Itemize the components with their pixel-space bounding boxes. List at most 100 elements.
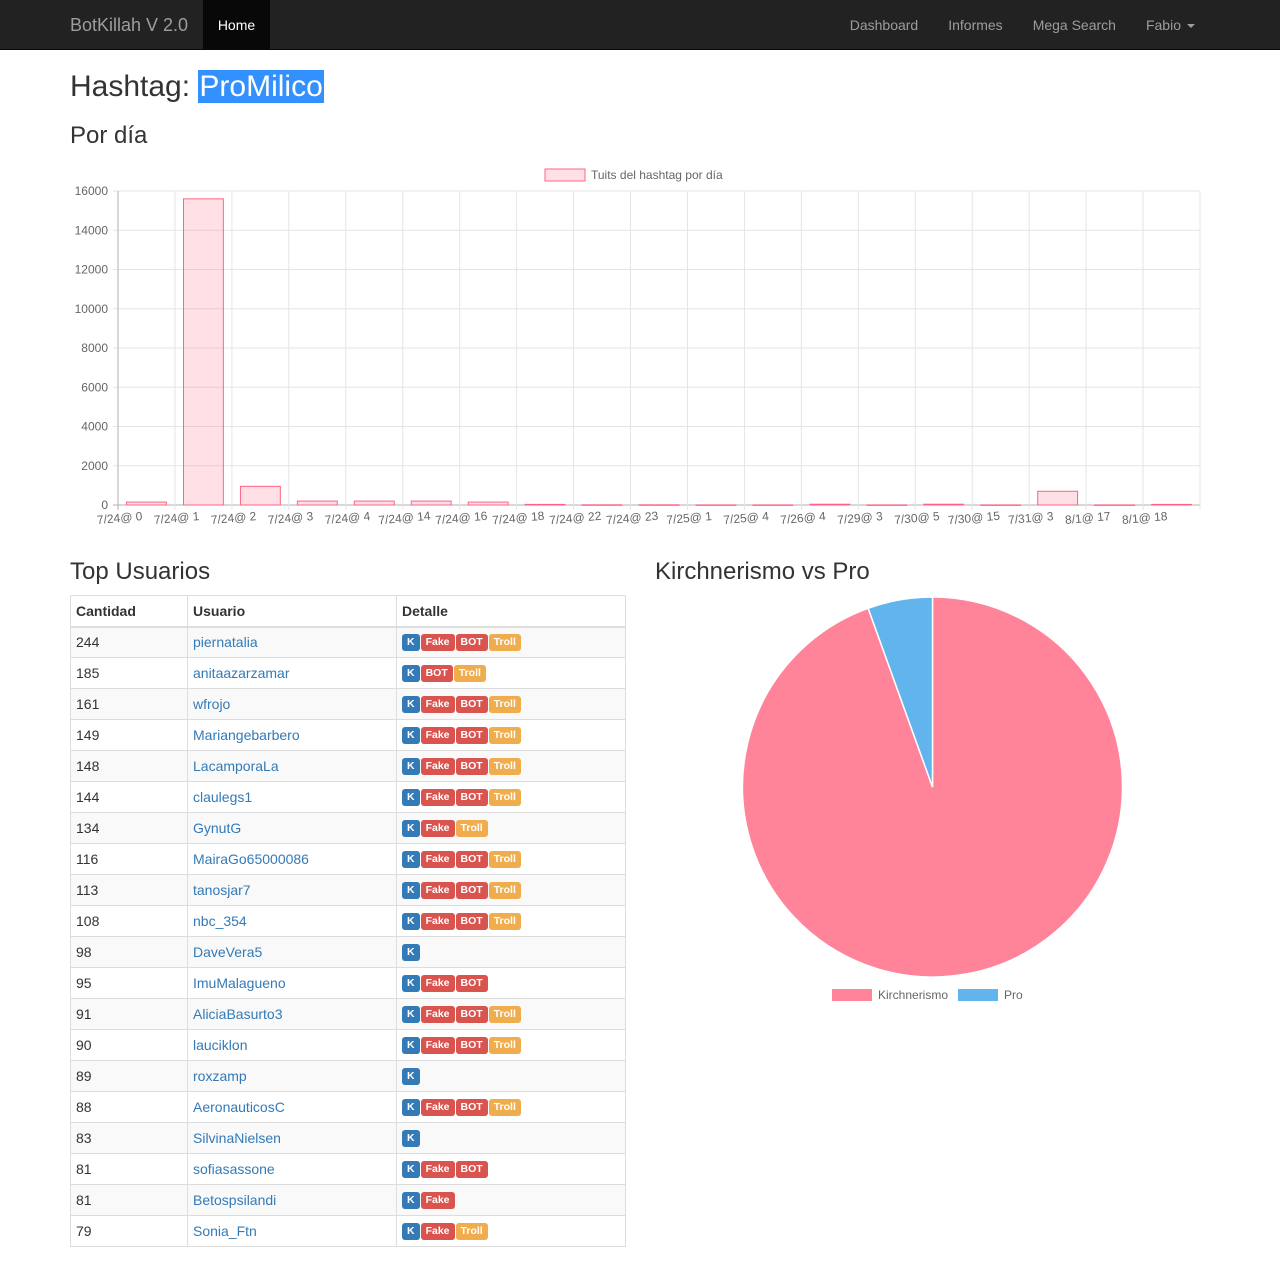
bar[interactable] bbox=[752, 504, 794, 506]
table-header-row: Cantidad Usuario Detalle bbox=[70, 595, 626, 628]
tag-badge-fake: Fake bbox=[420, 726, 455, 744]
bar[interactable] bbox=[581, 504, 623, 506]
count-cell: 134 bbox=[70, 812, 188, 844]
user-link[interactable]: SilvinaNielsen bbox=[187, 1122, 397, 1154]
user-link[interactable]: AliciaBasurto3 bbox=[187, 998, 397, 1030]
bar-legend[interactable]: Tuits del hashtag por día bbox=[544, 168, 723, 182]
bar-legend-swatch bbox=[544, 168, 586, 182]
detail-cell: K bbox=[396, 1122, 626, 1154]
detail-cell: K Fake BOT Troll bbox=[396, 750, 626, 782]
tag-badge-fake: Fake bbox=[420, 819, 455, 837]
pie-legend-label: Kirchnerismo bbox=[878, 988, 949, 1002]
header-detalle: Detalle bbox=[396, 595, 626, 628]
tag-badge-k: K bbox=[402, 850, 420, 868]
bar[interactable] bbox=[1094, 504, 1136, 506]
tag-badge-bot: BOT bbox=[455, 634, 488, 652]
bar[interactable] bbox=[296, 500, 338, 506]
bar-legend-label: Tuits del hashtag por día bbox=[591, 168, 723, 182]
user-link[interactable]: ImuMalagueno bbox=[187, 967, 397, 999]
x-tick-label: 8/1@ 17 bbox=[1064, 509, 1111, 527]
bar[interactable] bbox=[126, 501, 167, 506]
user-link[interactable]: claulegs1 bbox=[187, 781, 397, 813]
tag-badge-fake: Fake bbox=[420, 1036, 455, 1054]
user-link[interactable]: GynutG bbox=[187, 812, 397, 844]
x-tick-label: 7/24@ 2 bbox=[210, 509, 257, 527]
tag-badge-troll: Troll bbox=[488, 850, 521, 868]
detail-cell: K bbox=[396, 936, 626, 968]
bar[interactable] bbox=[980, 504, 1022, 506]
bar[interactable] bbox=[1037, 490, 1079, 506]
table-row: 134 GynutG K Fake Troll bbox=[70, 812, 626, 844]
tag-badge-k: K bbox=[402, 1036, 420, 1054]
table-row: 149 Mariangebarbero K Fake BOT Troll bbox=[70, 719, 626, 751]
user-link[interactable]: Betospsilandi bbox=[187, 1184, 397, 1216]
tag-badge-k: K bbox=[402, 912, 420, 930]
bar[interactable] bbox=[923, 503, 965, 506]
bar[interactable] bbox=[524, 503, 566, 506]
bar[interactable] bbox=[638, 504, 680, 506]
bar[interactable] bbox=[467, 501, 509, 506]
pie-legend-item[interactable]: Kirchnerismo bbox=[832, 988, 948, 1002]
y-tick-label: 6000 bbox=[81, 380, 108, 394]
count-cell: 113 bbox=[70, 874, 188, 906]
pie-legend-item[interactable]: Pro bbox=[958, 988, 1023, 1002]
user-link[interactable]: anitaazarzamar bbox=[187, 657, 397, 689]
user-link[interactable]: wfrojo bbox=[187, 688, 397, 720]
tag-badge-k: K bbox=[402, 974, 420, 992]
tag-badge-k: K bbox=[402, 1191, 420, 1209]
nav-home[interactable]: Home bbox=[203, 0, 270, 50]
count-cell: 81 bbox=[70, 1184, 188, 1216]
user-link[interactable]: DaveVera5 bbox=[187, 936, 397, 968]
user-link[interactable]: lauciklon bbox=[187, 1029, 397, 1061]
tag-badge-fake: Fake bbox=[420, 1160, 455, 1178]
pie-legend-swatch bbox=[958, 989, 999, 1001]
user-link[interactable]: Sonia_Ftn bbox=[187, 1215, 397, 1247]
bar[interactable] bbox=[1151, 503, 1192, 506]
bar[interactable] bbox=[182, 198, 224, 506]
user-link[interactable]: sofiasassone bbox=[187, 1153, 397, 1185]
user-link[interactable]: piernatalia bbox=[187, 626, 397, 658]
count-cell: 88 bbox=[70, 1091, 188, 1123]
tag-badge-troll: Troll bbox=[488, 1098, 521, 1116]
y-tick-label: 12000 bbox=[75, 263, 109, 277]
tag-badge-k: K bbox=[402, 695, 420, 713]
tag-badge-fake: Fake bbox=[420, 1222, 455, 1240]
page-title: Hashtag: ProMilico bbox=[70, 68, 324, 106]
detail-cell: K Fake Troll bbox=[396, 812, 626, 844]
user-link[interactable]: tanosjar7 bbox=[187, 874, 397, 906]
bar[interactable] bbox=[410, 500, 452, 506]
per-day-bar-chart: Tuits del hashtag por día 0 2000 4000 6000 80… bbox=[75, 168, 1201, 527]
brand-link[interactable]: BotKillah V 2.0 bbox=[70, 15, 189, 35]
tag-badge-bot: BOT bbox=[455, 695, 488, 713]
nav-right: Dashboard Informes Mega Search Fabio bbox=[835, 0, 1210, 50]
bar[interactable] bbox=[239, 485, 281, 506]
tag-badge-troll: Troll bbox=[488, 1005, 521, 1023]
user-menu[interactable]: Fabio bbox=[1131, 0, 1210, 50]
bar[interactable] bbox=[695, 504, 737, 506]
table-row: 98 DaveVera5 K bbox=[70, 936, 626, 968]
bar[interactable] bbox=[809, 503, 851, 506]
user-link[interactable]: Mariangebarbero bbox=[187, 719, 397, 751]
tag-badge-bot: BOT bbox=[455, 1098, 488, 1116]
nav-dashboard[interactable]: Dashboard bbox=[849, 17, 919, 33]
pie-slice-pro[interactable] bbox=[867, 596, 934, 788]
tag-badge-bot: BOT bbox=[455, 974, 488, 992]
bar[interactable] bbox=[353, 500, 395, 506]
x-tick-label: 7/26@ 4 bbox=[780, 509, 827, 527]
tag-badge-k: K bbox=[402, 726, 420, 744]
user-link[interactable]: LacamporaLa bbox=[187, 750, 397, 782]
nav-informes[interactable]: Informes bbox=[948, 17, 1003, 33]
x-tick-label: 7/24@ 0 bbox=[96, 509, 143, 527]
tag-badge-fake: Fake bbox=[420, 757, 455, 775]
detail-cell: K Fake BOT Troll bbox=[396, 719, 626, 751]
user-link[interactable]: AeronauticosC bbox=[187, 1091, 397, 1123]
nav-mega-search[interactable]: Mega Search bbox=[1032, 17, 1116, 33]
user-link[interactable]: MairaGo65000086 bbox=[187, 843, 397, 875]
detail-cell: K Fake BOT Troll bbox=[396, 688, 626, 720]
user-link[interactable]: roxzamp bbox=[187, 1060, 397, 1092]
user-link[interactable]: nbc_354 bbox=[187, 905, 397, 937]
bar[interactable] bbox=[866, 504, 908, 506]
table-row: 161 wfrojo K Fake BOT Troll bbox=[70, 688, 626, 720]
count-cell: 98 bbox=[70, 936, 188, 968]
count-cell: 79 bbox=[70, 1215, 188, 1247]
